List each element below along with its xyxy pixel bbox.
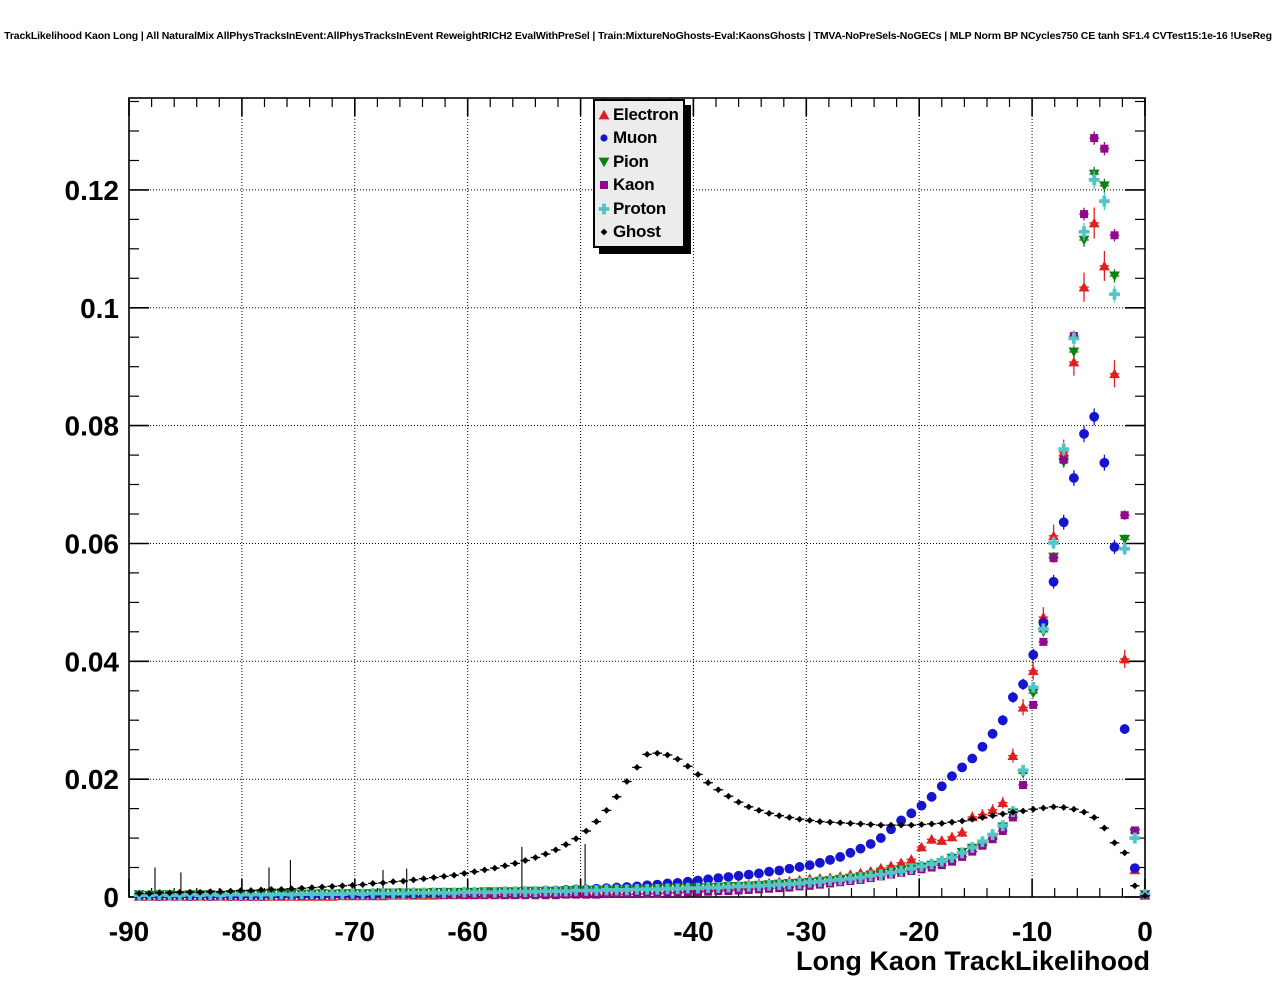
- svg-text:-60: -60: [447, 916, 487, 947]
- x-tick-labels: -90 -80 -70 -60 -50 -40 -30 -20 -10 0: [109, 916, 1153, 947]
- pion-marker-icon: [598, 155, 613, 169]
- svg-text:0.02: 0.02: [65, 764, 120, 795]
- muon-marker-icon: [598, 131, 613, 145]
- svg-text:0.04: 0.04: [65, 646, 120, 677]
- svg-text:-50: -50: [560, 916, 600, 947]
- y-tick-labels: 0 0.02 0.04 0.06 0.08 0.1 0.12: [65, 175, 120, 913]
- electron-marker-icon: [598, 108, 613, 122]
- series-electron: [133, 207, 1151, 901]
- svg-text:-10: -10: [1012, 916, 1052, 947]
- legend: Electron Muon Pion Kaon Proton Ghost: [593, 99, 685, 248]
- x-axis-title: Long Kaon TrackLikelihood: [795, 946, 1150, 976]
- svg-text:-70: -70: [335, 916, 375, 947]
- legend-item-ghost: Ghost: [595, 221, 683, 245]
- legend-item-label: Ghost: [613, 222, 661, 242]
- svg-text:-30: -30: [786, 916, 826, 947]
- legend-item-proton: Proton: [595, 197, 683, 221]
- legend-item-kaon: Kaon: [595, 174, 683, 198]
- svg-text:-20: -20: [899, 916, 939, 947]
- svg-text:0.12: 0.12: [65, 175, 120, 206]
- svg-text:-40: -40: [673, 916, 713, 947]
- proton-marker-icon: [598, 202, 613, 216]
- legend-item-pion: Pion: [595, 150, 683, 174]
- svg-text:-80: -80: [222, 916, 262, 947]
- plot-title: TrackLikelihood Kaon Long | All NaturalM…: [4, 30, 1272, 42]
- series-ghost: [134, 749, 1150, 900]
- series-proton: [133, 170, 1151, 901]
- legend-item-label: Kaon: [613, 175, 655, 195]
- svg-text:0.08: 0.08: [65, 411, 120, 442]
- svg-text:0.06: 0.06: [65, 528, 120, 559]
- legend-item-electron: Electron: [595, 103, 683, 127]
- svg-text:0: 0: [1137, 916, 1153, 947]
- svg-text:0.1: 0.1: [80, 293, 119, 324]
- svg-text:0: 0: [103, 882, 119, 913]
- legend-item-muon: Muon: [595, 127, 683, 151]
- svg-text:-90: -90: [109, 916, 149, 947]
- legend-item-label: Muon: [613, 128, 658, 148]
- legend-item-label: Electron: [613, 104, 679, 124]
- series-kaon: [439, 131, 1150, 900]
- legend-item-label: Pion: [613, 151, 649, 171]
- ghost-marker-icon: [598, 225, 613, 239]
- kaon-marker-icon: [598, 178, 613, 192]
- legend-item-label: Proton: [613, 198, 666, 218]
- series-pion: [133, 166, 1151, 901]
